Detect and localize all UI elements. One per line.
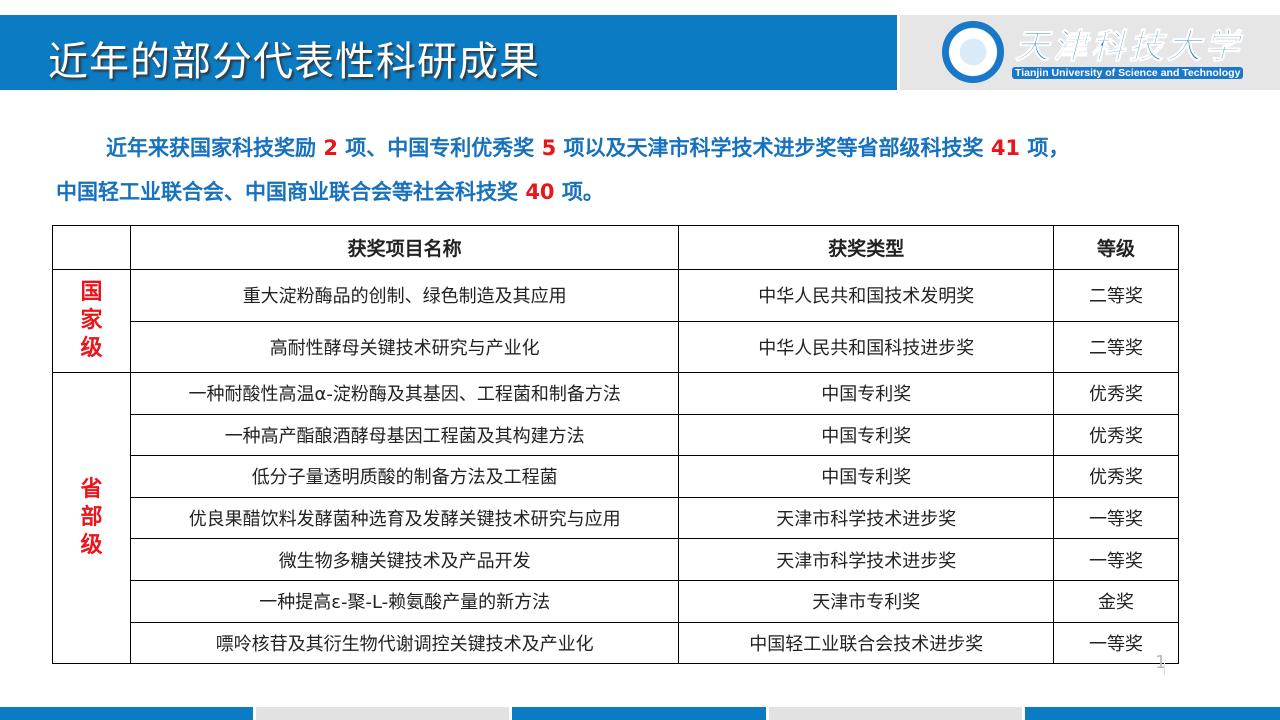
footer-stripe bbox=[1025, 707, 1280, 720]
group-cell: 省部级 bbox=[52, 371, 131, 665]
page-title: 近年的部分代表性科研成果 bbox=[48, 39, 540, 85]
award-level-cell: 优秀奖 bbox=[1053, 413, 1179, 457]
social-award-count: 40 bbox=[525, 180, 555, 204]
national-award-count: 2 bbox=[323, 136, 338, 160]
project-name-cell: 一种耐酸性高温α-淀粉酶及其基因、工程菌和制备方法 bbox=[129, 372, 680, 415]
logo-chinese-name: 天津科技大学 bbox=[1015, 27, 1243, 68]
header-award-type: 获奖类型 bbox=[678, 225, 1055, 270]
summary-text-part: 近年来获国家科技奖励 bbox=[106, 136, 324, 160]
table-row: 嘌呤核苷及其衍生物代谢调控关键技术及产业化 中国轻工业联合会技术进步奖 一等奖 bbox=[53, 621, 1179, 665]
award-type-cell: 中国专利奖 bbox=[678, 413, 1055, 457]
patent-award-count: 5 bbox=[541, 136, 557, 160]
logo-english-name: Tianjin University of Science and Techno… bbox=[1012, 67, 1244, 79]
table-row: 国家级 重大淀粉酶品的创制、绿色制造及其应用 中华人民共和国技术发明奖 二等奖 bbox=[52, 269, 1179, 373]
table-row: 优良果醋饮料发酵菌种选育及发酵关键技术研究与应用 天津市科学技术进步奖 一等奖 bbox=[53, 496, 1179, 540]
table-row: 高耐性酵母关键技术研究与产业化 中华人民共和国科技进步奖 二等奖 bbox=[53, 320, 1179, 373]
header-level: 等级 bbox=[1053, 225, 1179, 270]
award-level-cell: 二等奖 bbox=[1053, 269, 1179, 322]
table-row: 微生物多糖关键技术及产品开发 天津市科学技术进步奖 一等奖 bbox=[53, 538, 1179, 581]
award-level-cell: 金奖 bbox=[1053, 579, 1179, 623]
project-name-cell: 一种提高ε-聚-L-赖氨酸产量的新方法 bbox=[129, 579, 680, 623]
page-number: 1 bbox=[1155, 652, 1167, 673]
award-level-cell: 优秀奖 bbox=[1053, 372, 1179, 415]
award-level-cell: 一等奖 bbox=[1053, 538, 1179, 581]
title-bar: 近年的部分代表性科研成果 bbox=[0, 15, 897, 90]
footer-stripe bbox=[769, 707, 1022, 720]
awards-table: 获奖项目名称 获奖类型 等级 国家级 重大淀粉酶品的创制、绿色制造及其应用 中华人民… bbox=[52, 225, 1179, 665]
table-row: 低分子量透明质酸的制备方法及工程菌 中国专利奖 优秀奖 bbox=[53, 455, 1179, 498]
project-name-cell: 重大淀粉酶品的创制、绿色制造及其应用 bbox=[129, 269, 680, 322]
header-project-name: 获奖项目名称 bbox=[129, 225, 680, 270]
summary-text-part: 项以及天津市科学技术进步奖等省部级科技奖 bbox=[556, 136, 991, 160]
university-seal-icon bbox=[942, 21, 1004, 83]
project-name-cell: 一种高产酯酿酒酵母基因工程菌及其构建方法 bbox=[129, 413, 680, 457]
provincial-award-count: 41 bbox=[990, 136, 1021, 160]
project-name-cell: 微生物多糖关键技术及产品开发 bbox=[129, 538, 680, 581]
project-name-cell: 低分子量透明质酸的制备方法及工程菌 bbox=[129, 455, 680, 498]
award-level-cell: 一等奖 bbox=[1053, 496, 1179, 540]
divider bbox=[1164, 663, 1165, 675]
footer-stripe bbox=[256, 707, 509, 720]
footer-stripe bbox=[0, 707, 253, 720]
footer-stripe bbox=[512, 707, 766, 720]
award-level-cell: 二等奖 bbox=[1053, 320, 1179, 373]
project-name-cell: 高耐性酵母关键技术研究与产业化 bbox=[129, 320, 680, 373]
table-row: 省部级 一种耐酸性高温α-淀粉酶及其基因、工程菌和制备方法 中国专利奖 优秀奖 bbox=[52, 371, 1179, 665]
award-type-cell: 中国专利奖 bbox=[678, 372, 1055, 415]
award-type-cell: 中国专利奖 bbox=[678, 455, 1055, 498]
award-level-cell: 优秀奖 bbox=[1053, 455, 1179, 498]
award-level-cell: 一等奖 bbox=[1053, 621, 1179, 665]
group-cell: 国家级 bbox=[52, 269, 131, 373]
summary-text-part: 项、中国专利优秀奖 bbox=[337, 136, 542, 160]
summary-text-part: 中国轻工业联合会、中国商业联合会等社会科技奖 bbox=[56, 180, 526, 204]
group-label: 省部级 bbox=[80, 477, 103, 559]
project-name-cell: 嘌呤核苷及其衍生物代谢调控关键技术及产业化 bbox=[129, 621, 680, 665]
table-row: 一种高产酯酿酒酵母基因工程菌及其构建方法 中国专利奖 优秀奖 bbox=[53, 413, 1179, 457]
table-header-row: 获奖项目名称 获奖类型 等级 bbox=[52, 225, 1179, 270]
award-type-cell: 天津市专利奖 bbox=[678, 579, 1055, 623]
award-type-cell: 天津市科学技术进步奖 bbox=[678, 496, 1055, 540]
award-type-cell: 中国轻工业联合会技术进步奖 bbox=[678, 621, 1055, 665]
award-type-cell: 中华人民共和国科技进步奖 bbox=[678, 320, 1055, 373]
award-type-cell: 天津市科学技术进步奖 bbox=[678, 538, 1055, 581]
group-label: 国家级 bbox=[80, 280, 103, 361]
header-group bbox=[52, 225, 131, 270]
award-type-cell: 中华人民共和国技术发明奖 bbox=[678, 269, 1055, 322]
summary-text: 近年来获国家科技奖励 2 项、中国专利优秀奖 5 项以及天津市科学技术进步奖等省… bbox=[56, 126, 1196, 214]
summary-text-part: 项。 bbox=[554, 180, 604, 204]
university-logo: 天津科技大学 Tianjin University of Science and… bbox=[900, 15, 1280, 90]
table-row: 一种提高ε-聚-L-赖氨酸产量的新方法 天津市专利奖 金奖 bbox=[53, 579, 1179, 623]
project-name-cell: 优良果醋饮料发酵菌种选育及发酵关键技术研究与应用 bbox=[129, 496, 680, 540]
summary-text-part: 项， bbox=[1020, 136, 1070, 160]
